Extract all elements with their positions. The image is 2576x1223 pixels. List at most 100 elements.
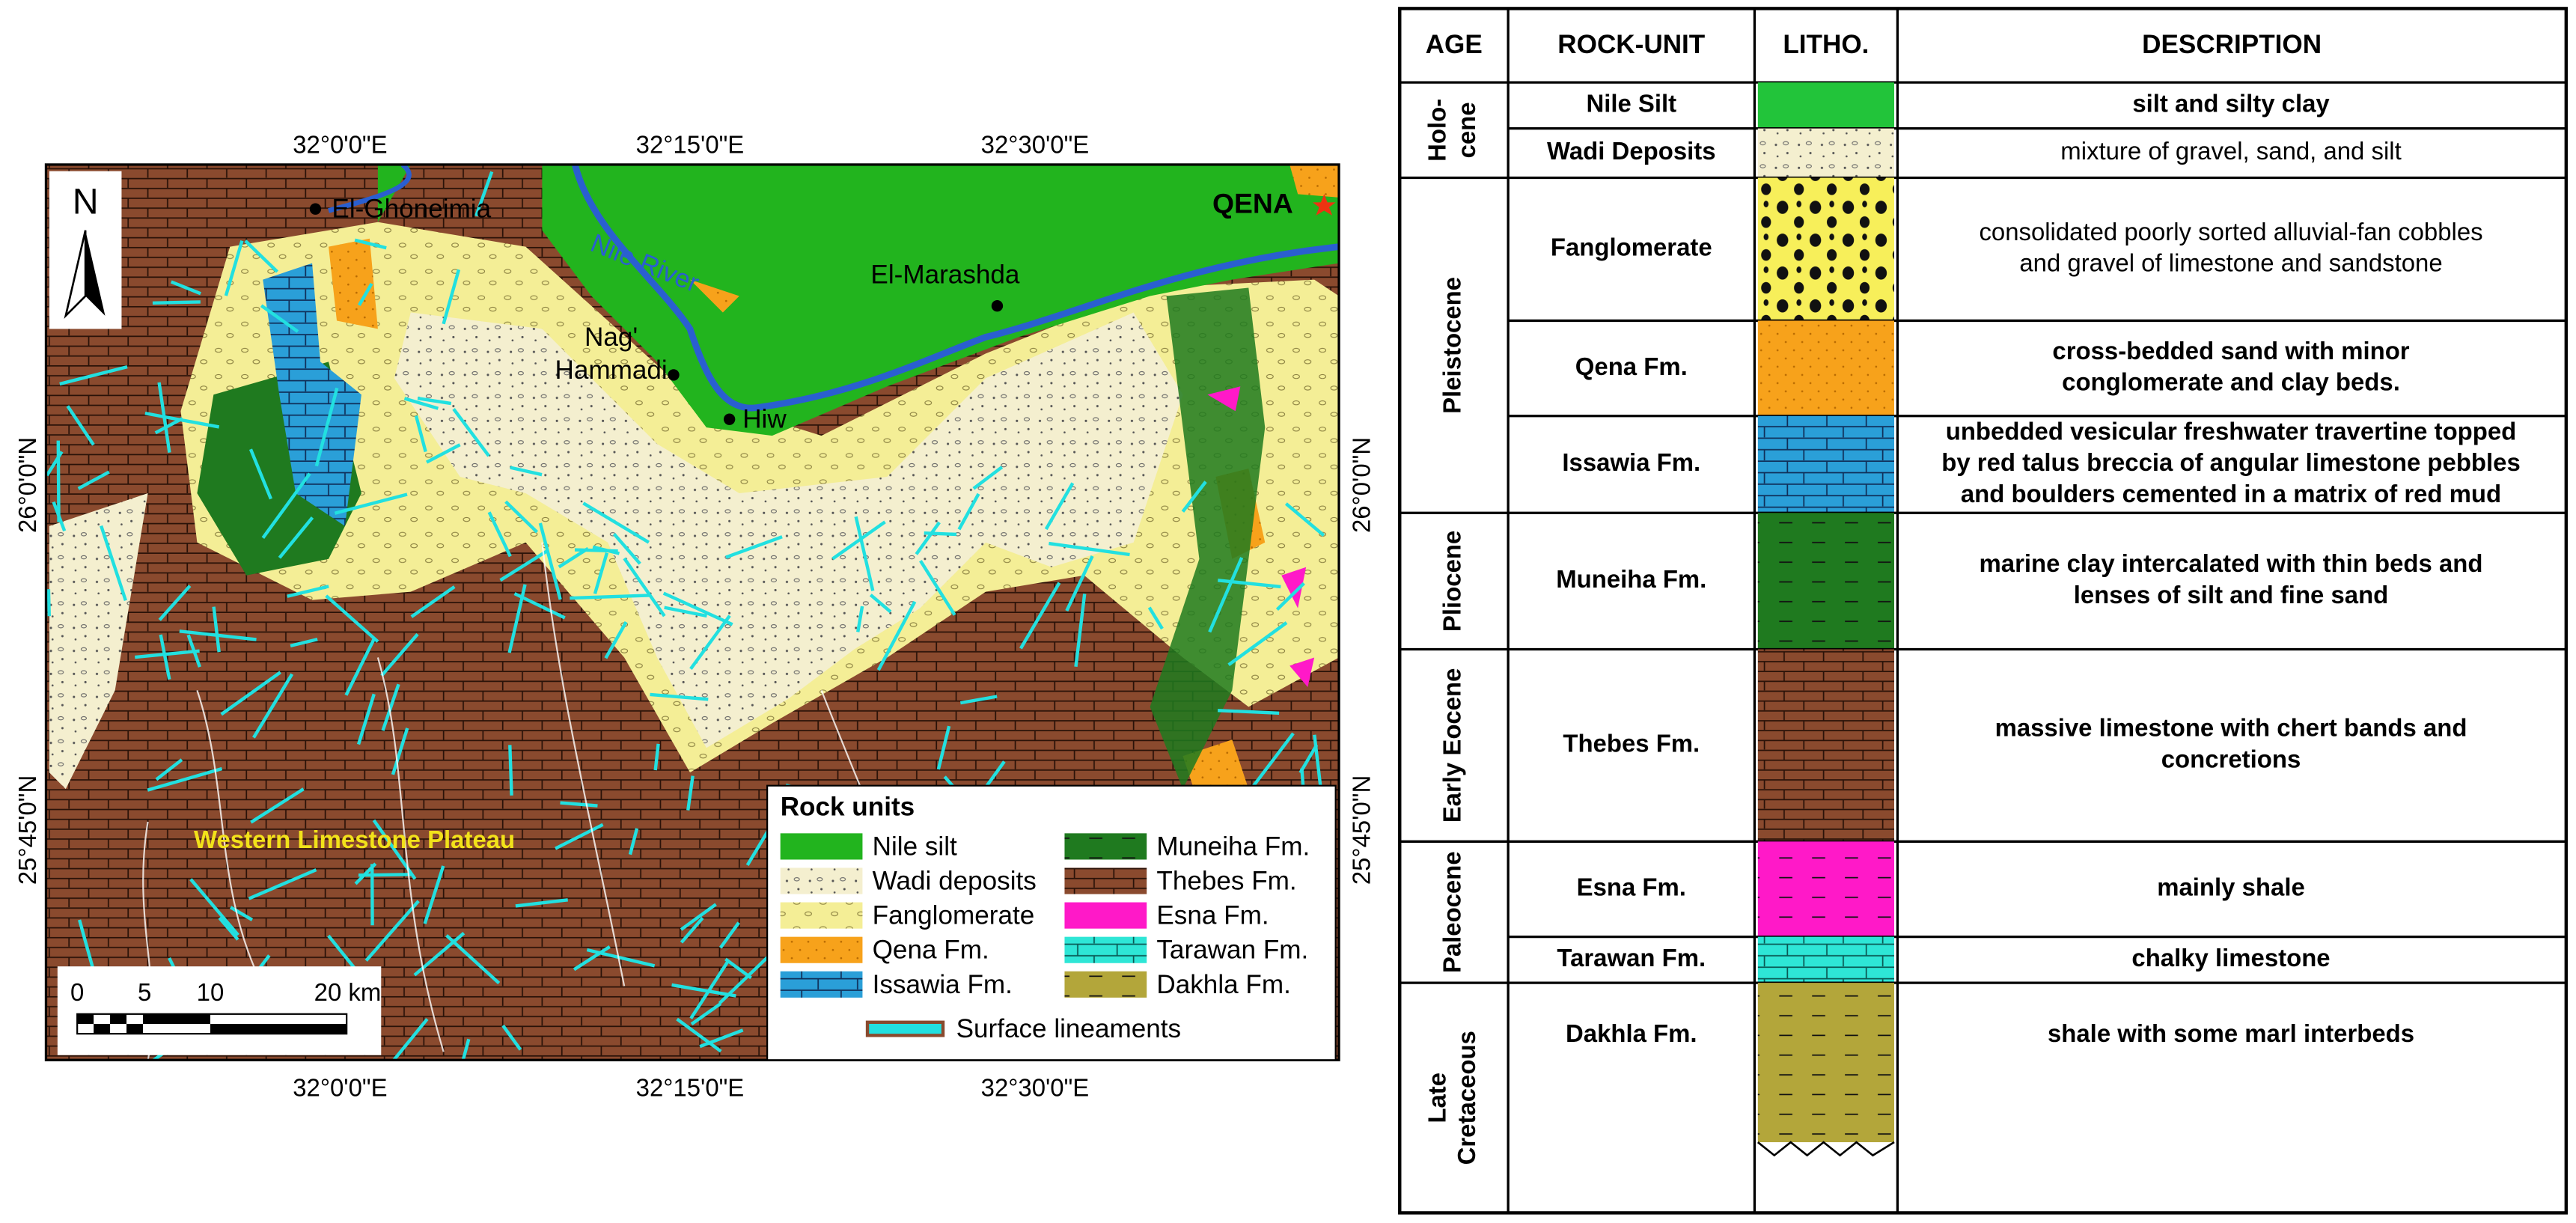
lineament xyxy=(287,585,329,598)
lineament xyxy=(220,671,281,716)
age-label: Holo- xyxy=(1423,99,1451,162)
geologic-map xyxy=(46,164,1340,1061)
legend-swatch xyxy=(780,833,863,860)
description: mixture of gravel, sand, and silt xyxy=(2060,137,2401,165)
lineament xyxy=(508,745,513,796)
bottom-tick-label: 32°30'0"E xyxy=(981,1073,1090,1101)
map-frame xyxy=(44,163,1340,1061)
scale-box xyxy=(57,966,382,1055)
lineament xyxy=(573,945,611,972)
lineament xyxy=(1227,621,1288,667)
rock-unit: Wadi Deposits xyxy=(1547,137,1715,165)
lineament xyxy=(66,405,95,446)
header-label: LITHO. xyxy=(1783,30,1869,59)
rock-unit: Muneiha Fm. xyxy=(1556,565,1706,593)
bottom-tick-label: 32°15'0"E xyxy=(636,1073,745,1101)
lineament xyxy=(915,521,941,555)
litho-texture xyxy=(1757,841,1895,937)
left-tick-label: 26°0'0"N xyxy=(13,437,41,533)
lineament xyxy=(170,280,201,296)
litho-texture xyxy=(1757,513,1895,650)
legend-label: Nile silt xyxy=(873,832,957,861)
drainage xyxy=(142,542,921,1061)
lineament xyxy=(936,725,951,770)
litho-pattern xyxy=(1757,82,1895,129)
lineament xyxy=(1147,606,1164,630)
description: mainly shale xyxy=(2157,873,2305,901)
lineament xyxy=(859,1055,865,1061)
place-label: El-Marashda xyxy=(870,260,1020,289)
description: lenses of silt and fine sand xyxy=(2074,581,2389,609)
rock-unit: Fanglomerate xyxy=(1551,234,1712,261)
wadi-area xyxy=(49,492,148,790)
lineament xyxy=(158,585,192,621)
lineament xyxy=(1181,481,1207,513)
lineament xyxy=(1049,541,1130,557)
place-label: El-Ghoneimia xyxy=(332,195,491,224)
lineament xyxy=(959,695,998,705)
lineament xyxy=(676,1017,722,1053)
description: cross-bedded sand with minor xyxy=(2052,337,2409,365)
lineament xyxy=(278,516,314,559)
lineament xyxy=(869,594,892,614)
legend-label: Esna Fm. xyxy=(1156,901,1269,930)
legend-label: Fanglomerate xyxy=(873,901,1035,930)
lineament xyxy=(344,637,376,696)
scale-label: 10 xyxy=(197,978,225,1006)
lineament xyxy=(690,1002,722,1026)
legend-swatch xyxy=(1064,902,1147,929)
lineament xyxy=(77,470,110,490)
legend-swatch xyxy=(780,971,863,998)
lineament xyxy=(391,728,409,775)
litho-pattern xyxy=(1757,320,1895,416)
description: marine clay intercalated with thin beds … xyxy=(1980,549,2483,577)
lineament xyxy=(179,629,257,641)
rock-unit: Nile Silt xyxy=(1586,90,1676,118)
legend-label: Thebes Fm. xyxy=(1156,866,1296,895)
description: conglomerate and clay beds. xyxy=(2062,368,2400,396)
description: consolidated poorly sorted alluvial-fan … xyxy=(1979,218,2482,245)
lineament xyxy=(229,906,254,921)
lineament xyxy=(59,365,128,386)
header-label: AGE xyxy=(1426,30,1483,59)
scale-segments xyxy=(77,1013,347,1034)
lineament xyxy=(218,916,239,941)
legend-label: Surface lineaments xyxy=(956,1014,1182,1043)
lineament xyxy=(100,525,127,601)
lineament xyxy=(499,549,549,582)
lineament xyxy=(538,522,562,600)
lineament xyxy=(357,282,373,306)
lineament xyxy=(248,448,273,500)
place-label: Hiw xyxy=(742,405,787,434)
lineament xyxy=(680,903,717,931)
lineament xyxy=(560,801,598,808)
lineament xyxy=(957,492,980,531)
description: and gravel of limestone and sandstone xyxy=(2019,249,2442,277)
lineament xyxy=(250,787,305,824)
lineament xyxy=(1065,555,1094,612)
rock-unit: Thebes Fm. xyxy=(1563,730,1700,757)
litho-pattern xyxy=(1757,936,1895,983)
litho-pattern xyxy=(1757,649,1895,842)
city-label: QENA xyxy=(1212,188,1293,219)
issawia-area xyxy=(263,263,361,526)
top-tick-label: 32°0'0"E xyxy=(293,130,387,158)
lineament xyxy=(442,269,461,325)
lineament xyxy=(354,238,387,250)
lineament xyxy=(1208,557,1244,633)
lineament xyxy=(1074,594,1087,668)
lineament xyxy=(474,171,494,217)
lineament xyxy=(417,396,452,406)
lineament xyxy=(147,766,223,792)
lineament xyxy=(261,472,311,539)
age-label: Pleistocene xyxy=(1438,277,1465,414)
lineament xyxy=(650,692,709,701)
lineament xyxy=(1019,582,1061,650)
legend-swatch xyxy=(1064,867,1147,894)
place-label: Nag' xyxy=(585,323,638,352)
lineament xyxy=(689,614,731,670)
lineament xyxy=(662,591,733,626)
lineament xyxy=(354,862,377,885)
legend-swatch-texture xyxy=(1064,833,1147,860)
